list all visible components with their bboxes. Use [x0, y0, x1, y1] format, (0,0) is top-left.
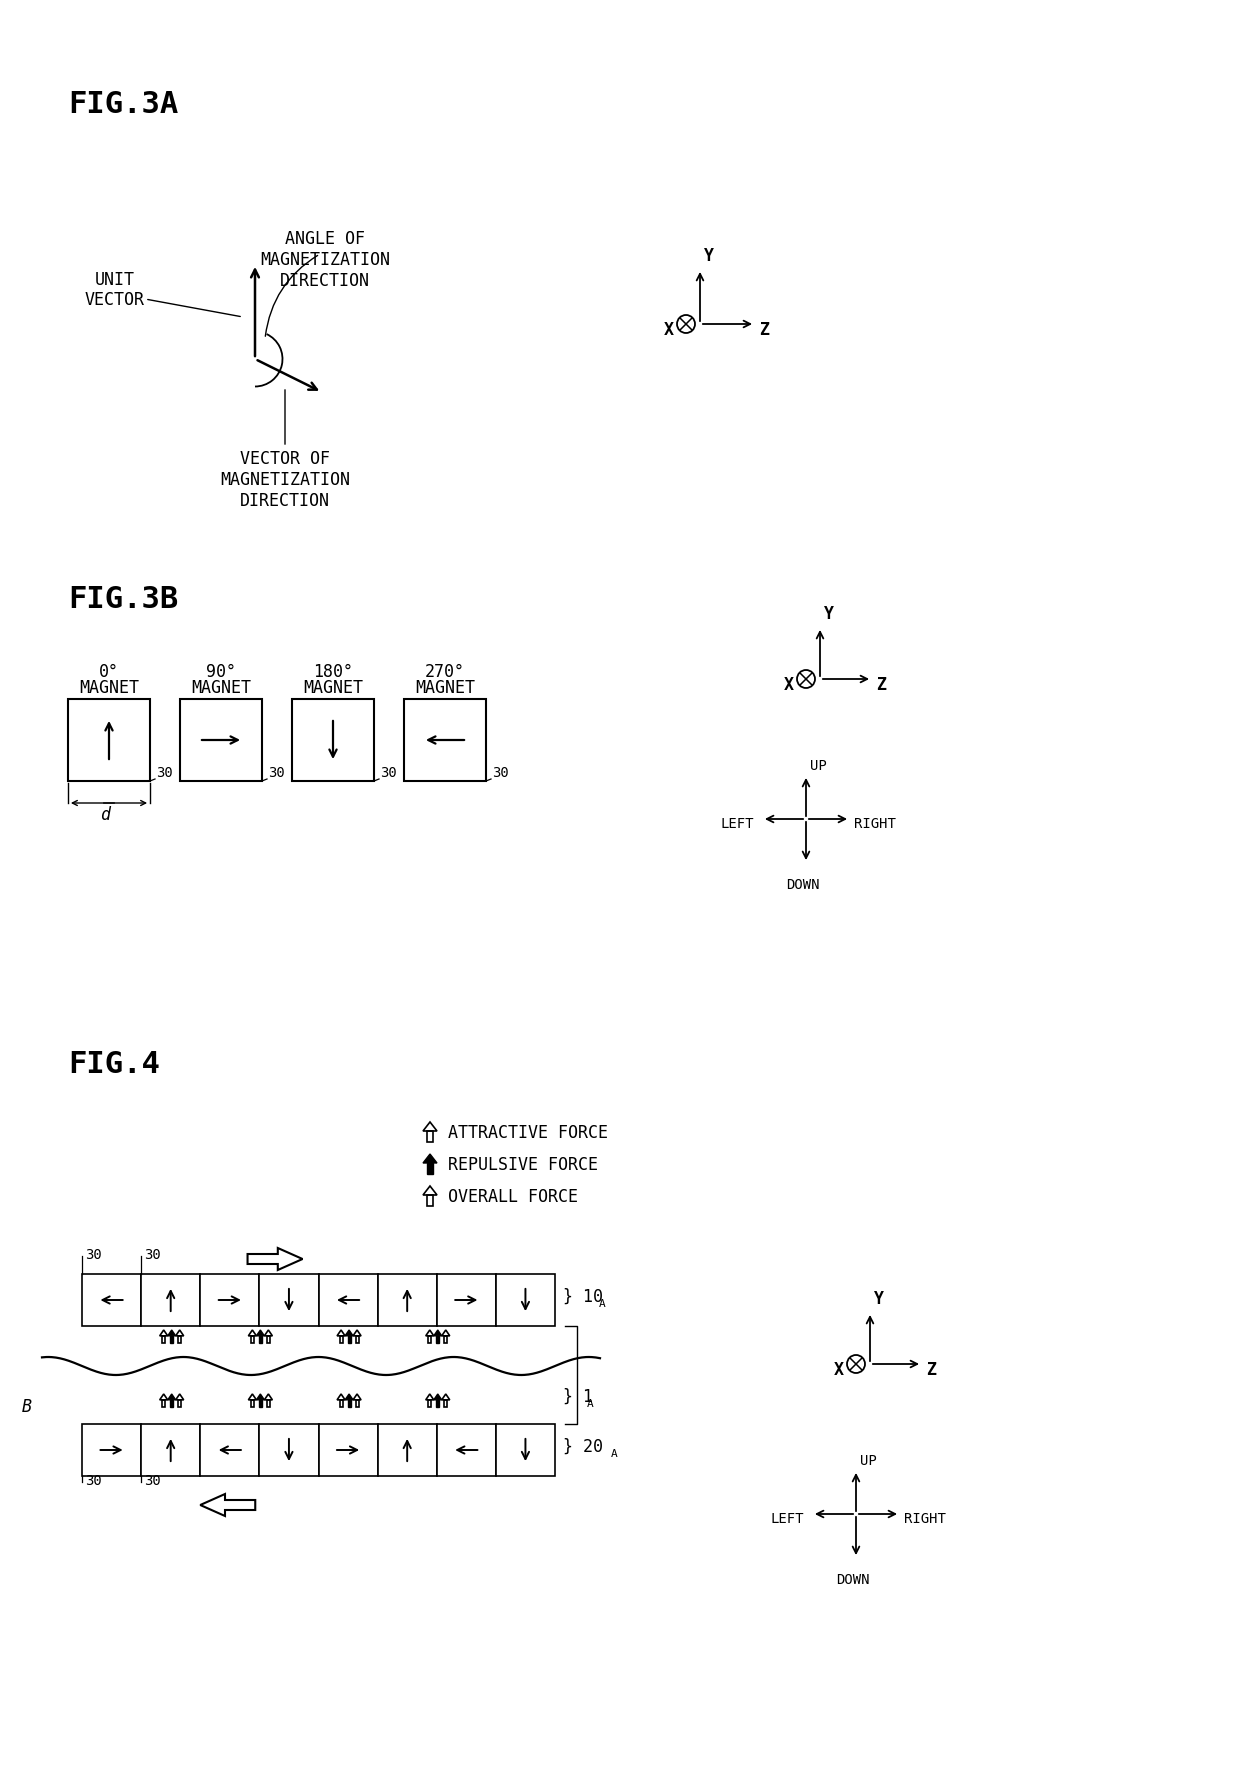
Polygon shape: [434, 1330, 441, 1337]
Bar: [68, 700, 150, 781]
Bar: [180, 700, 262, 781]
Text: FIG.4: FIG.4: [68, 1050, 160, 1079]
Text: } 10: } 10: [563, 1287, 603, 1305]
Text: VECTOR OF
MAGNETIZATION
DIRECTION: VECTOR OF MAGNETIZATION DIRECTION: [219, 450, 350, 509]
Text: Y: Y: [874, 1289, 884, 1307]
Bar: [436, 1424, 496, 1476]
Text: UP: UP: [810, 758, 827, 773]
Text: 30: 30: [86, 1248, 102, 1262]
Text: OVERALL FORCE: OVERALL FORCE: [448, 1187, 578, 1205]
Polygon shape: [434, 1394, 441, 1401]
Text: X: X: [784, 676, 794, 694]
Text: 180°: 180°: [312, 662, 353, 680]
Bar: [82, 1424, 141, 1476]
Text: 30: 30: [144, 1248, 161, 1262]
Text: MAGNET: MAGNET: [191, 678, 250, 696]
Bar: [319, 1274, 378, 1326]
Text: FIG.3A: FIG.3A: [68, 91, 179, 119]
Text: 30: 30: [144, 1474, 161, 1486]
Polygon shape: [170, 1401, 174, 1408]
Text: UNIT
VECTOR: UNIT VECTOR: [86, 271, 145, 310]
Bar: [141, 1424, 200, 1476]
Bar: [404, 700, 486, 781]
Text: A: A: [611, 1449, 618, 1458]
Text: Z: Z: [759, 320, 769, 338]
Polygon shape: [347, 1337, 351, 1344]
Text: UP: UP: [861, 1452, 877, 1467]
Bar: [319, 1424, 378, 1476]
Text: 30: 30: [268, 765, 285, 780]
Text: LEFT: LEFT: [720, 817, 754, 831]
Text: 30: 30: [379, 765, 397, 780]
Text: RIGHT: RIGHT: [904, 1511, 946, 1525]
Bar: [82, 1274, 141, 1326]
Polygon shape: [347, 1401, 351, 1408]
Bar: [259, 1424, 319, 1476]
Polygon shape: [436, 1337, 439, 1344]
Bar: [259, 1274, 319, 1326]
Text: X: X: [663, 320, 675, 338]
Text: FIG.3B: FIG.3B: [68, 584, 179, 614]
Bar: [496, 1424, 556, 1476]
Text: d: d: [100, 806, 110, 824]
Text: ATTRACTIVE FORCE: ATTRACTIVE FORCE: [448, 1123, 608, 1141]
Bar: [200, 1424, 259, 1476]
Bar: [496, 1274, 556, 1326]
Text: 90°: 90°: [206, 662, 236, 680]
Text: 0°: 0°: [99, 662, 119, 680]
Text: Z: Z: [926, 1360, 936, 1378]
Text: ANGLE OF
MAGNETIZATION
DIRECTION: ANGLE OF MAGNETIZATION DIRECTION: [260, 230, 391, 290]
Text: 30: 30: [492, 765, 508, 780]
Polygon shape: [345, 1330, 353, 1337]
Text: Y: Y: [825, 605, 835, 623]
Text: B: B: [22, 1397, 32, 1415]
Text: DOWN: DOWN: [786, 878, 820, 892]
Bar: [200, 1274, 259, 1326]
Polygon shape: [345, 1394, 353, 1401]
Text: 270°: 270°: [425, 662, 465, 680]
Text: A: A: [599, 1298, 606, 1308]
Bar: [378, 1274, 436, 1326]
Text: RIGHT: RIGHT: [854, 817, 895, 831]
Bar: [141, 1274, 200, 1326]
Text: 30: 30: [86, 1474, 102, 1486]
Polygon shape: [257, 1394, 264, 1401]
Text: } 20: } 20: [563, 1436, 603, 1456]
Text: DOWN: DOWN: [836, 1572, 869, 1586]
Polygon shape: [257, 1330, 264, 1337]
Text: X: X: [835, 1360, 844, 1378]
Bar: [378, 1424, 436, 1476]
Bar: [436, 1274, 496, 1326]
Polygon shape: [167, 1330, 176, 1337]
Polygon shape: [259, 1337, 262, 1344]
Text: 30: 30: [156, 765, 172, 780]
Text: LEFT: LEFT: [770, 1511, 804, 1525]
Text: REPULSIVE FORCE: REPULSIVE FORCE: [448, 1155, 598, 1173]
Polygon shape: [436, 1401, 439, 1408]
Text: MAGNET: MAGNET: [303, 678, 363, 696]
Polygon shape: [259, 1401, 262, 1408]
Text: MAGNET: MAGNET: [415, 678, 475, 696]
Text: MAGNET: MAGNET: [79, 678, 139, 696]
Text: } 1: } 1: [563, 1387, 593, 1404]
Polygon shape: [170, 1337, 174, 1344]
Text: Y: Y: [704, 247, 714, 265]
Text: Z: Z: [875, 676, 887, 694]
Polygon shape: [423, 1155, 436, 1164]
Polygon shape: [167, 1394, 176, 1401]
Text: A: A: [587, 1399, 594, 1408]
Polygon shape: [427, 1164, 433, 1175]
Bar: [291, 700, 374, 781]
